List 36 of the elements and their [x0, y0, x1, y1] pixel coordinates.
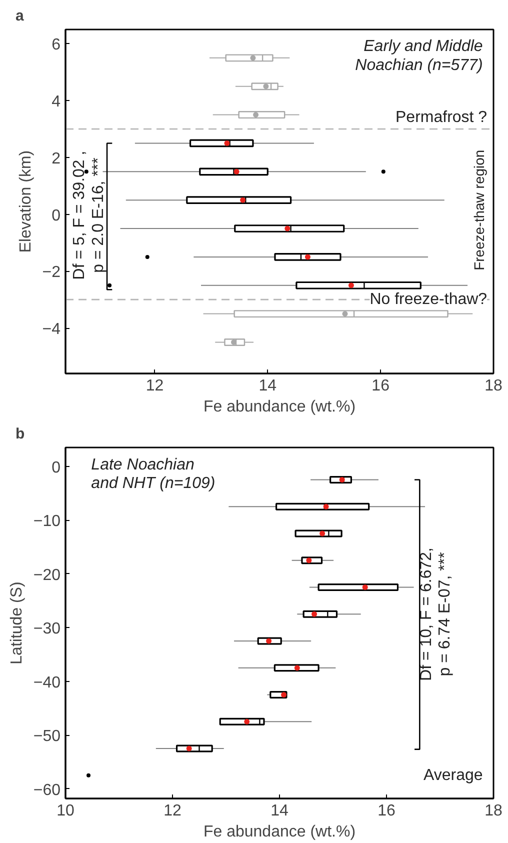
x-axis-title: Fe abundance (wt.%): [203, 824, 356, 840]
x-tick-label: 12: [146, 378, 164, 394]
ref-line-label: No freeze-thaw?: [370, 291, 488, 308]
x-axis-title: Fe abundance (wt.%): [203, 398, 356, 416]
x-tick-label: 10: [56, 802, 74, 820]
x-tick-label: 14: [270, 802, 288, 820]
annotation: Average: [423, 766, 483, 784]
y-tick-label: 4: [52, 94, 61, 111]
y-tick-label: −60: [33, 782, 61, 799]
y-axis-title: Elevation (km): [17, 150, 34, 253]
y-tick-label: 6: [52, 36, 61, 54]
chart-title: a: [16, 8, 24, 24]
y-axis-title: Latitude (S): [8, 582, 26, 664]
y-tick-label: −10: [33, 513, 61, 530]
y-tick-label: −4: [42, 321, 61, 338]
y-tick-label: −40: [33, 674, 61, 692]
annotation: Df = 10, F = 6.672, p = 6.74 E-07, ***: [418, 548, 454, 681]
y-tick-label: 2: [52, 150, 61, 168]
annotation: Df = 5, F = 39.02 , p = 2.0 E-16, ***: [71, 150, 107, 280]
x-tick-label: 12: [164, 802, 182, 820]
x-tick-label: 16: [378, 802, 396, 820]
ref-line-label: Permafrost ?: [395, 109, 488, 126]
chart-title: b: [16, 426, 25, 442]
y-tick-label: −50: [33, 728, 61, 746]
x-tick-label: 14: [258, 378, 277, 394]
y-tick-label: −2: [42, 264, 61, 282]
y-tick-label: 0: [52, 207, 61, 224]
y-tick-label: −30: [33, 620, 61, 638]
x-tick-label: 18: [484, 802, 502, 820]
y-tick-label: −20: [33, 566, 61, 584]
x-tick-label: 16: [372, 378, 390, 394]
x-tick-label: 18: [484, 378, 502, 394]
y-tick-label: 0: [52, 459, 61, 476]
annotation: Early and Middle Noachian (n=577): [355, 38, 483, 74]
annotation: Late Noachian and NHT (n=109): [91, 456, 216, 492]
annotation: Freeze-thaw region: [471, 150, 488, 270]
